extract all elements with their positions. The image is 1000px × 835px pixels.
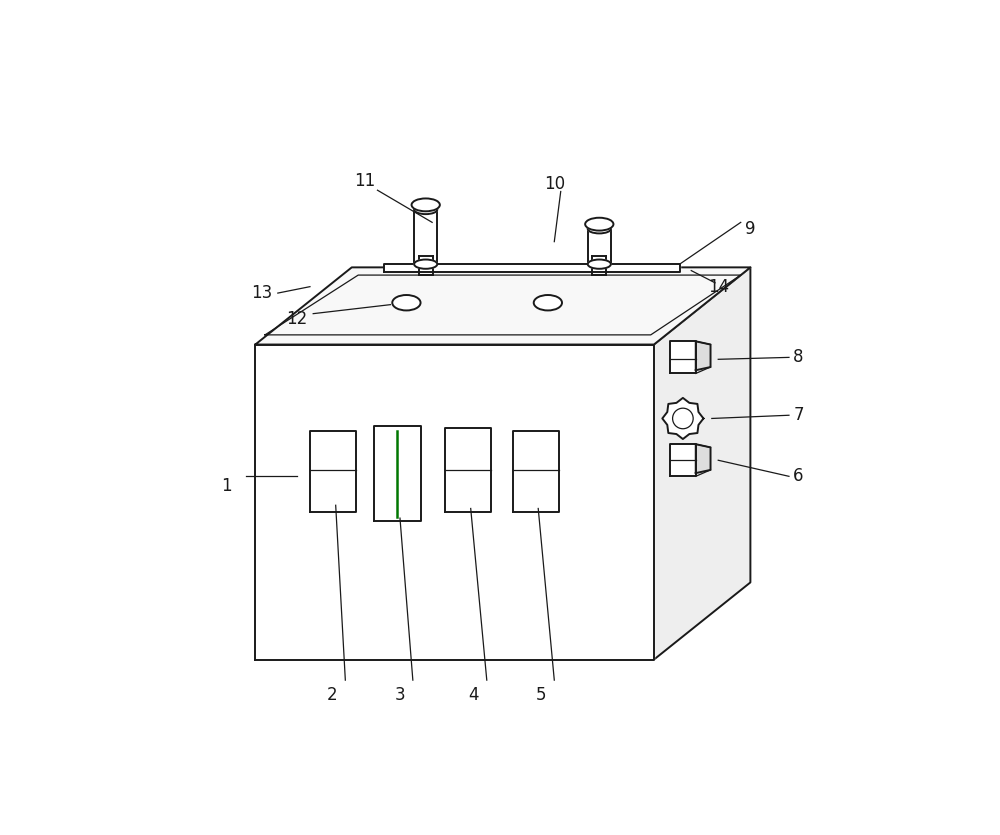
Text: 5: 5 bbox=[536, 686, 547, 704]
Text: 11: 11 bbox=[354, 171, 375, 190]
Text: 3: 3 bbox=[395, 686, 405, 704]
Text: 4: 4 bbox=[469, 686, 479, 704]
Text: 14: 14 bbox=[708, 278, 729, 296]
Text: 6: 6 bbox=[793, 468, 804, 485]
Text: 9: 9 bbox=[745, 220, 756, 238]
Text: 12: 12 bbox=[286, 310, 308, 328]
Polygon shape bbox=[445, 428, 491, 512]
Text: 10: 10 bbox=[544, 175, 565, 193]
Ellipse shape bbox=[414, 205, 437, 214]
Ellipse shape bbox=[412, 199, 440, 211]
Polygon shape bbox=[512, 432, 559, 512]
Polygon shape bbox=[662, 398, 703, 439]
Polygon shape bbox=[696, 444, 711, 473]
Text: 13: 13 bbox=[251, 284, 272, 302]
Polygon shape bbox=[670, 342, 696, 373]
Text: 1: 1 bbox=[221, 477, 232, 495]
Polygon shape bbox=[255, 267, 750, 345]
Ellipse shape bbox=[588, 260, 611, 269]
Ellipse shape bbox=[414, 260, 437, 269]
Polygon shape bbox=[255, 345, 654, 660]
Polygon shape bbox=[696, 342, 711, 370]
Polygon shape bbox=[310, 432, 356, 512]
Ellipse shape bbox=[673, 408, 693, 428]
Text: 2: 2 bbox=[327, 686, 338, 704]
Ellipse shape bbox=[585, 218, 613, 230]
Text: 8: 8 bbox=[793, 348, 804, 367]
Ellipse shape bbox=[392, 295, 421, 311]
Polygon shape bbox=[374, 426, 421, 521]
Polygon shape bbox=[654, 267, 750, 660]
Polygon shape bbox=[384, 264, 680, 272]
Text: 7: 7 bbox=[793, 407, 804, 424]
Ellipse shape bbox=[588, 224, 611, 234]
Polygon shape bbox=[670, 444, 696, 476]
Ellipse shape bbox=[534, 295, 562, 311]
